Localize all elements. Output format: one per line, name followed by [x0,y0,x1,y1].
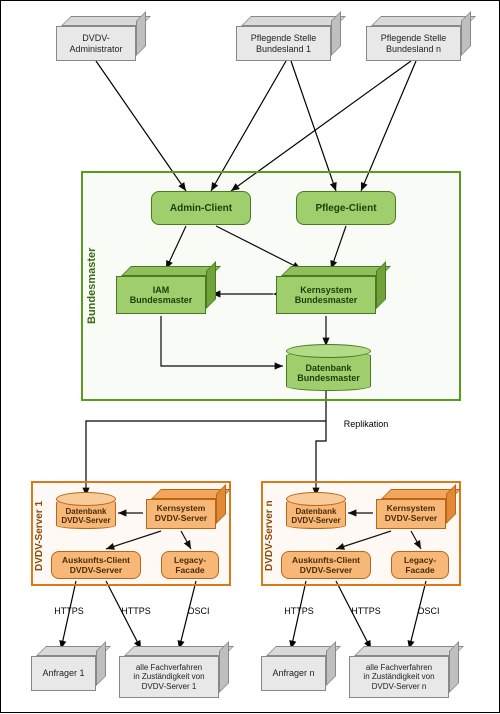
s1-legacy-facade: Legacy-Facade [161,551,219,579]
node-label: Legacy-Facade [404,555,436,575]
actor-pflegende-stelle-n: Pflegende StelleBundesland n [366,26,461,61]
proto-https-1b: HTTPS [116,606,156,616]
replication-label: Replikation [331,419,401,429]
fachverfahren-n: alle Fachverfahrenin Zuständigkeit vonDV… [349,656,449,698]
node-label: Admin-Client [170,203,232,214]
proto-osci-n: OSCI [411,606,446,616]
sn-auskunfts-client: Auskunfts-ClientDVDV-Server [281,551,371,579]
node-label: DatenbankDVDV-Server [61,508,110,526]
diagram-canvas: DVDV-Administrator Pflegende StelleBunde… [0,0,500,713]
actor-dvdv-administrator: DVDV-Administrator [56,26,136,61]
s1-kernsystem: KernsystemDVDV-Server [146,499,216,529]
node-label: Anfrager 1 [31,656,96,691]
node-label: alle Fachverfahrenin Zuständigkeit vonDV… [119,656,219,698]
node-label: IAMBundesmaster [116,276,206,314]
sn-kernsystem: KernsystemDVDV-Server [376,499,446,529]
node-label: KernsystemBundesmaster [276,276,376,314]
sn-db: DatenbankDVDV-Server [286,499,346,529]
dvdv-server-1-title: DVDV-Server 1 [34,496,45,576]
actor-pflegende-stelle-1: Pflegende StelleBundesland 1 [236,26,331,61]
node-label: Pflege-Client [315,203,376,214]
node-label: DatenbankBundesmaster [297,364,360,384]
node-label: alle Fachverfahrenin Zuständigkeit vonDV… [349,656,449,698]
s1-auskunfts-client: Auskunfts-ClientDVDV-Server [51,551,141,579]
bundesmaster-title: Bundesmaster [86,236,98,336]
admin-client: Admin-Client [151,191,251,225]
kernsystem-bundesmaster: KernsystemBundesmaster [276,276,376,314]
proto-https-na: HTTPS [279,606,319,616]
anfrager-n: Anfrager n [261,656,326,691]
actor-label: Pflegende StelleBundesland 1 [236,26,331,61]
node-label: Anfrager n [261,656,326,691]
sn-legacy-facade: Legacy-Facade [391,551,449,579]
node-label: KernsystemDVDV-Server [376,499,446,529]
iam-bundesmaster: IAMBundesmaster [116,276,206,314]
node-label: Legacy-Facade [174,555,206,575]
node-label: KernsystemDVDV-Server [146,499,216,529]
node-label: Auskunfts-ClientDVDV-Server [62,555,130,575]
s1-db: DatenbankDVDV-Server [56,499,116,529]
fachverfahren-1: alle Fachverfahrenin Zuständigkeit vonDV… [119,656,219,698]
anfrager-1: Anfrager 1 [31,656,96,691]
node-label: Auskunfts-ClientDVDV-Server [292,555,360,575]
actor-label: Pflegende StelleBundesland n [366,26,461,61]
node-label: DatenbankDVDV-Server [291,508,340,526]
pflege-client: Pflege-Client [296,191,396,225]
proto-https-nb: HTTPS [346,606,386,616]
proto-https-1a: HTTPS [49,606,89,616]
proto-osci-1: OSCI [181,606,216,616]
actor-label: DVDV-Administrator [56,26,136,61]
datenbank-bundesmaster: DatenbankBundesmaster [286,351,371,391]
dvdv-server-n-title: DVDV-Server n [264,496,275,576]
